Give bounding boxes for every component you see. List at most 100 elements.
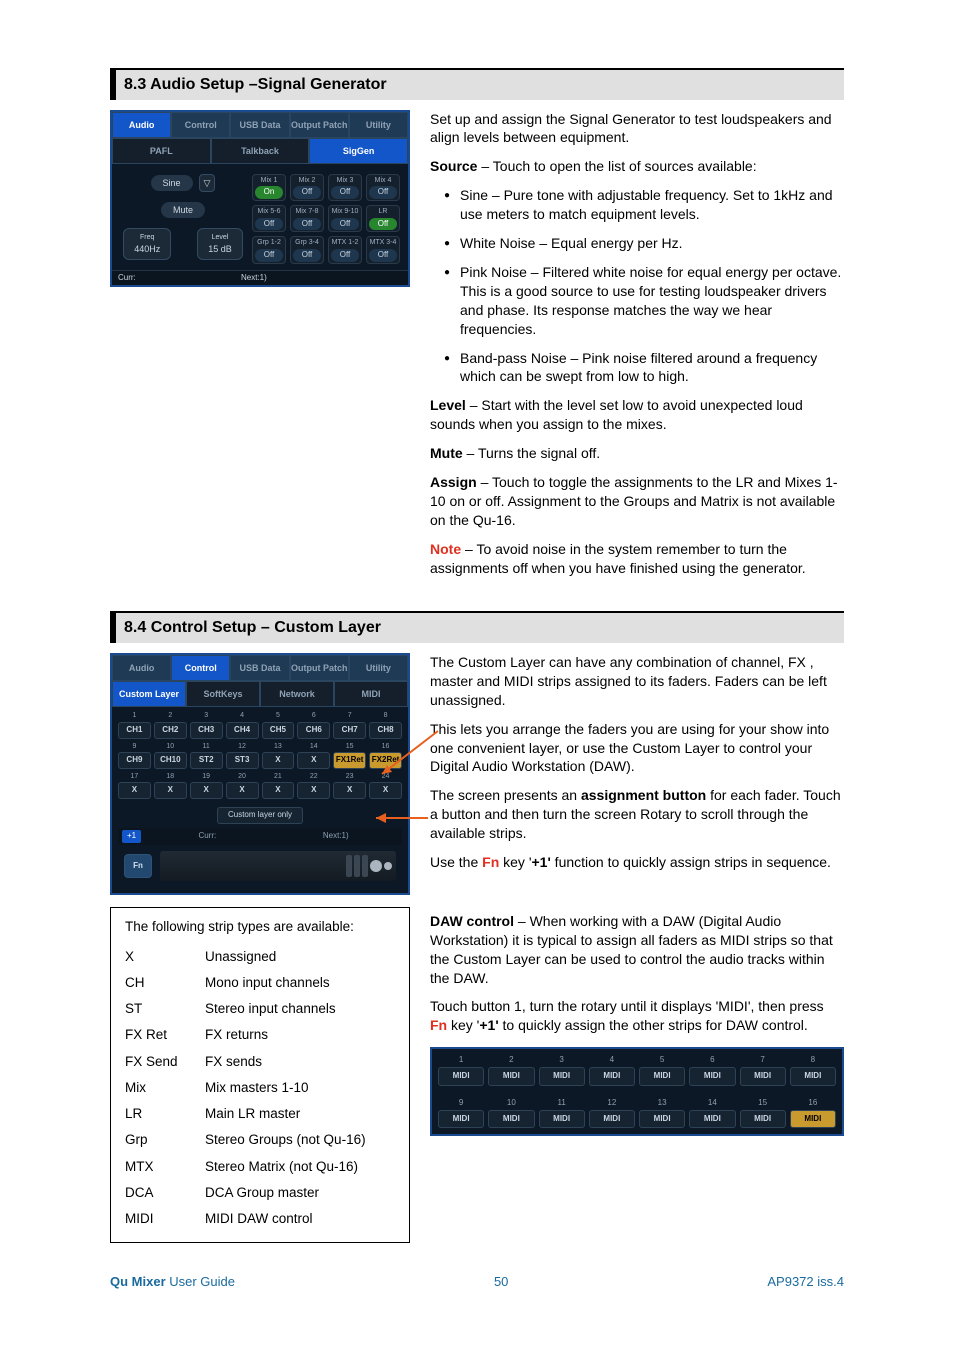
tab-output-patch[interactable]: Output Patch	[290, 655, 349, 681]
section-83-title: 8.3 Audio Setup –Signal Generator	[110, 68, 844, 100]
source-select[interactable]: Sine	[151, 175, 193, 191]
midi-cell[interactable]: 13MIDI	[639, 1098, 685, 1129]
assignment-button[interactable]: 20X	[226, 772, 259, 799]
midi-cell[interactable]: 15MIDI	[740, 1098, 786, 1129]
level-value: 15 dB	[208, 243, 232, 255]
assignment-button[interactable]: 16FX2Ret	[369, 742, 402, 769]
midi-cell[interactable]: 12MIDI	[589, 1098, 635, 1129]
mix-cell[interactable]: Mix 5-6Off	[252, 205, 286, 232]
mute-para: Mute – Turns the signal off.	[430, 444, 844, 463]
midi-cell[interactable]: 5MIDI	[639, 1055, 685, 1086]
section-84-title: 8.4 Control Setup – Custom Layer	[110, 611, 844, 643]
assignment-button[interactable]: 3CH3	[190, 711, 223, 738]
assignment-button[interactable]: 17X	[118, 772, 151, 799]
tab-network[interactable]: Network	[260, 681, 334, 707]
mix-cell[interactable]: MTX 3-4Off	[366, 236, 400, 263]
mix-cell[interactable]: Grp 3-4Off	[290, 236, 324, 263]
cl-next: Next:1)	[323, 831, 349, 840]
assignment-button[interactable]: 22X	[297, 772, 330, 799]
assignment-button[interactable]: 12ST3	[226, 742, 259, 769]
midi-cell[interactable]: 16MIDI	[790, 1098, 836, 1129]
mix-cell[interactable]: Mix 2Off	[290, 174, 324, 201]
strip-row: MTXStereo Matrix (not Qu-16)	[125, 1154, 395, 1180]
midi-cell[interactable]: 3MIDI	[539, 1055, 585, 1086]
assignment-grid: 1CH12CH23CH34CH45CH56CH67CH78CH8 9CH910CH…	[118, 711, 402, 799]
mute-button[interactable]: Mute	[161, 202, 205, 218]
assignment-button[interactable]: 7CH7	[333, 711, 366, 738]
assignment-button[interactable]: 18X	[154, 772, 187, 799]
assignment-button[interactable]: 24X	[369, 772, 402, 799]
assignment-button[interactable]: 1CH1	[118, 711, 151, 738]
tab-usb-data[interactable]: USB Data	[230, 112, 289, 138]
source-dropdown-icon[interactable]: ▽	[199, 174, 216, 192]
level-display[interactable]: Level 15 dB	[197, 228, 243, 260]
assignment-button[interactable]: 19X	[190, 772, 223, 799]
strip-row: FX SendFX sends	[125, 1049, 395, 1075]
tab-audio[interactable]: Audio	[112, 112, 171, 138]
mix-cell[interactable]: Mix 4Off	[366, 174, 400, 201]
mix-cell[interactable]: LROff	[366, 205, 400, 232]
assignment-button[interactable]: 14X	[297, 742, 330, 769]
tab-custom-layer[interactable]: Custom Layer	[112, 681, 186, 707]
midi-cell[interactable]: 1MIDI	[438, 1055, 484, 1086]
mix-cell[interactable]: Mix 1On	[252, 174, 286, 201]
mix-assign-grid: Mix 1OnMix 2OffMix 3OffMix 4Off Mix 5-6Of…	[252, 174, 400, 264]
mix-cell[interactable]: Mix 9-10Off	[328, 205, 362, 232]
cl-p2: This lets you arrange the faders you are…	[430, 720, 844, 777]
assignment-button[interactable]: 11ST2	[190, 742, 223, 769]
note-para: Note – To avoid noise in the system reme…	[430, 540, 844, 578]
midi-cell[interactable]: 10MIDI	[488, 1098, 534, 1129]
tab-talkback[interactable]: Talkback	[211, 138, 310, 164]
strip-row: CHMono input channels	[125, 970, 395, 996]
freq-label: Freq	[134, 233, 160, 242]
assignment-button[interactable]: 15FX1Ret	[333, 742, 366, 769]
assignment-button[interactable]: 8CH8	[369, 711, 402, 738]
freq-display[interactable]: Freq 440Hz	[123, 228, 171, 260]
strip-types-title: The following strip types are available:	[125, 918, 395, 936]
mix-cell[interactable]: MTX 1-2Off	[328, 236, 362, 263]
page-footer: Qu Mixer User Guide 50 AP9372 iss.4	[110, 1273, 844, 1291]
assignment-button[interactable]: 10CH10	[154, 742, 187, 769]
midi-cell[interactable]: 11MIDI	[539, 1098, 585, 1129]
mix-cell[interactable]: Mix 7-8Off	[290, 205, 324, 232]
tab-output-patch[interactable]: Output Patch	[290, 112, 349, 138]
midi-cell[interactable]: 14MIDI	[689, 1098, 735, 1129]
midi-cell[interactable]: 8MIDI	[790, 1055, 836, 1086]
assignment-button[interactable]: 4CH4	[226, 711, 259, 738]
level-label: Level	[208, 233, 232, 242]
midi-cell[interactable]: 4MIDI	[589, 1055, 635, 1086]
assignment-button[interactable]: 6CH6	[297, 711, 330, 738]
strip-row: DCADCA Group master	[125, 1180, 395, 1206]
tab-siggen[interactable]: SigGen	[309, 138, 408, 164]
source-bullet: Sine – Pure tone with adjustable frequen…	[430, 186, 844, 224]
mix-cell[interactable]: Grp 1-2Off	[252, 236, 286, 263]
fader-row	[160, 851, 396, 881]
source-bullet: White Noise – Equal energy per Hz.	[430, 234, 844, 253]
fn-button[interactable]: Fn	[124, 854, 152, 878]
tab-utility[interactable]: Utility	[349, 655, 408, 681]
status-curr: Curr:	[118, 273, 136, 284]
tab-softkeys[interactable]: SoftKeys	[186, 681, 260, 707]
midi-cell[interactable]: 9MIDI	[438, 1098, 484, 1129]
custom-layer-only-button[interactable]: Custom layer only	[217, 807, 303, 824]
source-bullet: Pink Noise – Filtered white noise for eq…	[430, 263, 844, 339]
assignment-button[interactable]: 21X	[262, 772, 295, 799]
tab-audio[interactable]: Audio	[112, 655, 171, 681]
assignment-button[interactable]: 23X	[333, 772, 366, 799]
mix-cell[interactable]: Mix 3Off	[328, 174, 362, 201]
tab-control[interactable]: Control	[171, 112, 230, 138]
siggen-intro: Set up and assign the Signal Generator t…	[430, 110, 844, 148]
tab-midi[interactable]: MIDI	[334, 681, 408, 707]
tab-control[interactable]: Control	[171, 655, 230, 681]
midi-cell[interactable]: 6MIDI	[689, 1055, 735, 1086]
assignment-button[interactable]: 2CH2	[154, 711, 187, 738]
assignment-button[interactable]: 9CH9	[118, 742, 151, 769]
midi-cell[interactable]: 2MIDI	[488, 1055, 534, 1086]
plus-one-button[interactable]: +1	[122, 830, 141, 843]
assignment-button[interactable]: 13X	[262, 742, 295, 769]
midi-cell[interactable]: 7MIDI	[740, 1055, 786, 1086]
assignment-button[interactable]: 5CH5	[262, 711, 295, 738]
tab-usb-data[interactable]: USB Data	[230, 655, 289, 681]
tab-utility[interactable]: Utility	[349, 112, 408, 138]
tab-pafl[interactable]: PAFL	[112, 138, 211, 164]
